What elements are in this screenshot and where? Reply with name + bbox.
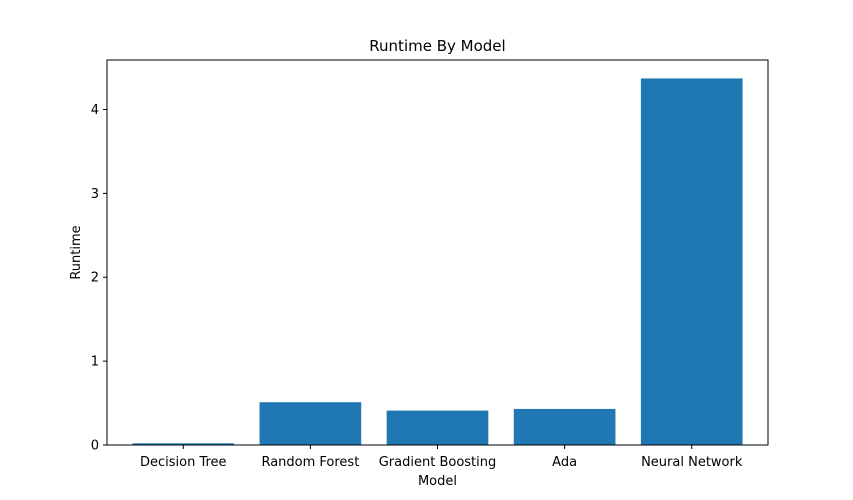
y-axis: 0 1 2 3 4 <box>91 103 107 454</box>
bar-decision-tree <box>132 443 235 445</box>
x-tick-label: Gradient Boosting <box>379 455 497 470</box>
plot-frame <box>106 59 769 446</box>
x-tick-label: Random Forest <box>261 455 359 470</box>
x-tick-label: Neural Network <box>641 455 743 470</box>
x-axis-label: Model <box>418 474 457 489</box>
y-tick-label: 1 <box>91 355 99 370</box>
bar-gradient-boosting <box>386 410 489 445</box>
x-tick-label: Ada <box>552 455 577 470</box>
bars-group <box>132 78 743 445</box>
y-tick-label: 2 <box>91 271 99 286</box>
y-tick-label: 0 <box>91 439 99 454</box>
bar-neural-network <box>640 78 743 445</box>
bar-ada <box>513 408 616 445</box>
bar-random-forest <box>259 402 362 445</box>
x-tick-label: Decision Tree <box>140 455 227 470</box>
x-axis: Decision Tree Random Forest Gradient Boost… <box>140 445 743 470</box>
y-axis-label: Runtime <box>69 225 84 279</box>
y-tick-label: 3 <box>91 187 99 202</box>
chart-title: Runtime By Model <box>369 37 505 55</box>
y-tick-label: 4 <box>91 103 99 118</box>
